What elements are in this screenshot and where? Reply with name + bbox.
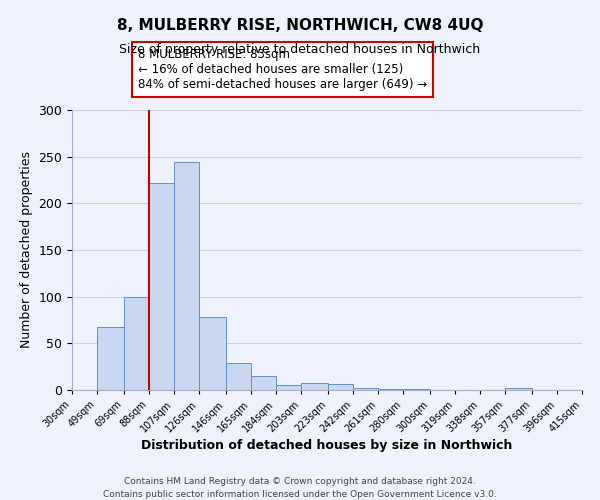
Bar <box>276 386 301 390</box>
Bar <box>328 384 353 390</box>
Text: Contains HM Land Registry data © Crown copyright and database right 2024.: Contains HM Land Registry data © Crown c… <box>124 478 476 486</box>
X-axis label: Distribution of detached houses by size in Northwich: Distribution of detached houses by size … <box>142 440 512 452</box>
Text: Size of property relative to detached houses in Northwich: Size of property relative to detached ho… <box>119 42 481 56</box>
Bar <box>149 183 174 390</box>
Bar <box>199 317 226 390</box>
Bar <box>301 382 328 390</box>
Bar <box>124 296 149 390</box>
Bar <box>378 389 403 390</box>
Y-axis label: Number of detached properties: Number of detached properties <box>20 152 33 348</box>
Text: 8 MULBERRY RISE: 83sqm
← 16% of detached houses are smaller (125)
84% of semi-de: 8 MULBERRY RISE: 83sqm ← 16% of detached… <box>139 48 427 92</box>
Text: Contains public sector information licensed under the Open Government Licence v3: Contains public sector information licen… <box>103 490 497 499</box>
Bar <box>582 389 600 390</box>
Bar <box>251 376 276 390</box>
Text: 8, MULBERRY RISE, NORTHWICH, CW8 4UQ: 8, MULBERRY RISE, NORTHWICH, CW8 4UQ <box>117 18 483 32</box>
Bar <box>174 162 199 390</box>
Bar <box>403 389 430 390</box>
Bar <box>226 363 251 390</box>
Bar <box>353 388 378 390</box>
Bar <box>97 328 124 390</box>
Bar <box>505 388 532 390</box>
